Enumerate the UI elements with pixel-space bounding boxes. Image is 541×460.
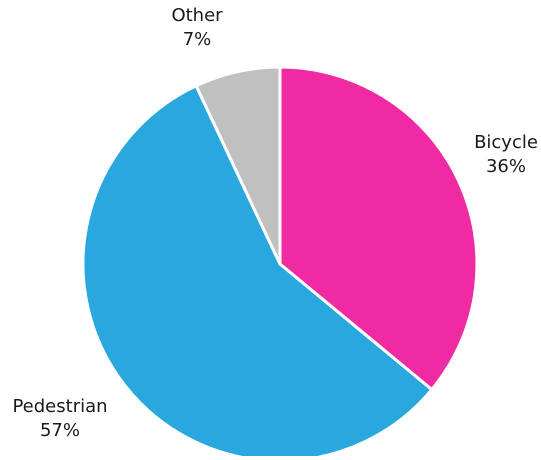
slice-value-pedestrian: 57% bbox=[40, 420, 80, 441]
pie-labels: Bicycle 36% Pedestrian 57% Other 7% bbox=[12, 5, 537, 441]
pie-slice-bicycle bbox=[278, 65, 479, 392]
slice-label-bicycle: Bicycle bbox=[474, 132, 538, 153]
pie-slice-other bbox=[194, 65, 282, 266]
slice-value-bicycle: 36% bbox=[486, 156, 526, 177]
slice-label-other: Other bbox=[171, 5, 223, 26]
pie-slice-pedestrian bbox=[81, 84, 434, 460]
slice-value-other: 7% bbox=[183, 29, 212, 50]
pie-slices bbox=[81, 65, 479, 460]
slice-label-pedestrian: Pedestrian bbox=[12, 396, 107, 417]
